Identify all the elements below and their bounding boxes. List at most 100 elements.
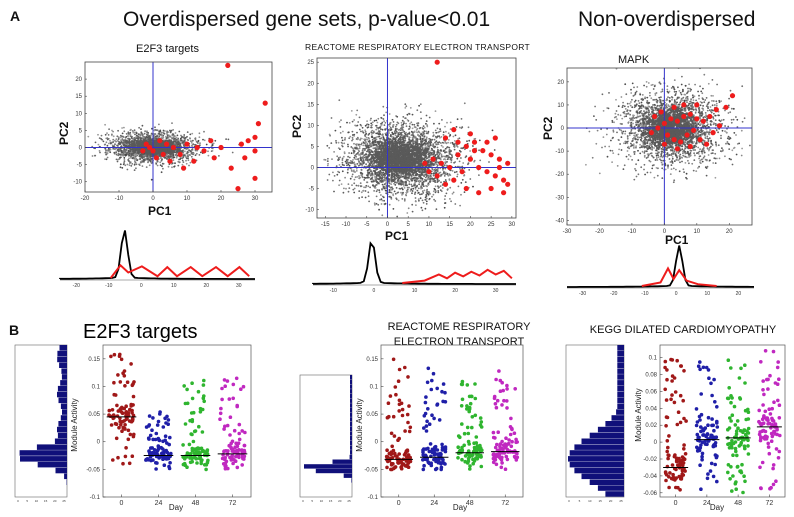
grey-gene-point — [105, 158, 108, 161]
grey-gene-point — [148, 164, 151, 167]
grey-gene-point — [392, 121, 395, 123]
grey-gene-point — [460, 157, 462, 159]
grey-gene-point — [357, 149, 360, 152]
grey-gene-point — [104, 158, 106, 161]
grey-gene-point — [377, 117, 380, 120]
grey-gene-point — [189, 140, 192, 143]
grey-gene-point — [116, 135, 119, 138]
grey-gene-point — [115, 140, 117, 143]
red-gene-point — [252, 148, 258, 154]
grey-gene-point — [468, 169, 471, 171]
grey-gene-point — [156, 164, 159, 167]
grey-gene-point — [119, 153, 122, 156]
grey-gene-point — [449, 156, 452, 159]
grey-gene-point — [397, 199, 400, 202]
grey-gene-point — [410, 134, 413, 137]
grey-gene-point — [129, 134, 132, 136]
grey-gene-point — [409, 122, 411, 125]
grey-gene-point — [142, 140, 145, 143]
grey-gene-point — [353, 191, 356, 194]
scatter-title-mapk: MAPK — [618, 54, 650, 66]
grey-gene-point — [418, 223, 420, 225]
grey-gene-point — [374, 184, 377, 187]
grey-gene-point — [381, 171, 383, 174]
grey-gene-point — [343, 187, 345, 190]
grey-gene-point — [195, 152, 198, 155]
grey-gene-point — [341, 159, 344, 161]
grey-gene-point — [123, 140, 125, 142]
red-gene-point — [225, 62, 231, 68]
grey-gene-point — [418, 181, 421, 184]
grey-gene-point — [411, 190, 414, 192]
grey-gene-point — [341, 136, 343, 139]
grey-gene-point — [121, 138, 124, 140]
grey-gene-point — [147, 133, 150, 135]
grey-gene-point — [422, 125, 425, 127]
grey-gene-point — [434, 154, 437, 157]
y-tick-label: 5 — [79, 128, 83, 134]
grey-gene-point — [130, 137, 133, 139]
grey-gene-point — [115, 153, 118, 156]
grey-gene-point — [431, 195, 433, 198]
grey-gene-point — [353, 187, 356, 190]
header-non-overdispersed: Non-overdispersed — [578, 8, 755, 31]
grey-gene-point — [380, 116, 383, 119]
grey-gene-point — [432, 134, 435, 137]
grey-gene-point — [356, 152, 359, 155]
grey-gene-point — [353, 169, 355, 172]
grey-gene-point — [433, 146, 435, 149]
plot-frame — [84, 61, 273, 193]
grey-gene-point — [143, 156, 146, 158]
grey-gene-point — [167, 137, 170, 139]
grey-gene-point — [129, 156, 132, 159]
grey-gene-point — [396, 128, 398, 130]
grey-gene-point — [194, 137, 197, 140]
grey-gene-point — [363, 138, 366, 141]
grey-gene-point — [414, 186, 417, 189]
grey-gene-point — [173, 156, 176, 159]
grey-gene-point — [125, 149, 128, 152]
grey-gene-point — [404, 117, 406, 119]
grey-gene-point — [162, 162, 165, 165]
grey-gene-point — [192, 139, 194, 142]
grey-gene-point — [186, 135, 188, 138]
grey-gene-point — [145, 135, 148, 138]
grey-gene-point — [106, 156, 109, 159]
grey-gene-point — [130, 144, 133, 147]
grey-gene-point — [161, 135, 164, 138]
panel-a-letter: A — [10, 8, 20, 24]
grey-gene-point — [384, 121, 387, 124]
grey-gene-point — [357, 184, 360, 187]
grey-gene-point — [176, 134, 179, 137]
grey-gene-point — [179, 137, 182, 140]
grey-gene-point — [400, 191, 402, 194]
grey-gene-point — [117, 138, 120, 141]
grey-gene-point — [349, 161, 351, 164]
grey-gene-point — [170, 150, 173, 154]
grey-gene-point — [344, 176, 346, 179]
grey-gene-point — [306, 164, 308, 166]
grey-gene-point — [165, 151, 168, 154]
grey-gene-point — [122, 144, 126, 147]
grey-gene-point — [377, 203, 380, 206]
grey-gene-point — [363, 186, 365, 189]
grey-gene-point — [364, 140, 367, 143]
grey-gene-point — [104, 133, 107, 136]
grey-gene-point — [425, 197, 428, 200]
grey-gene-point — [177, 164, 180, 167]
grey-gene-point — [419, 103, 422, 106]
grey-gene-point — [176, 144, 179, 146]
grey-gene-point — [435, 168, 438, 171]
grey-gene-point — [414, 184, 416, 186]
grey-gene-point — [104, 123, 106, 126]
grey-gene-point — [125, 144, 128, 147]
grey-gene-point — [434, 110, 437, 112]
grey-gene-point — [140, 128, 142, 131]
grey-gene-point — [460, 193, 462, 196]
grey-gene-point — [108, 150, 111, 153]
grey-gene-point — [449, 121, 452, 124]
red-gene-point — [238, 141, 244, 147]
grey-gene-point — [341, 139, 344, 142]
red-gene-point — [140, 148, 146, 154]
grey-gene-point — [159, 157, 162, 160]
